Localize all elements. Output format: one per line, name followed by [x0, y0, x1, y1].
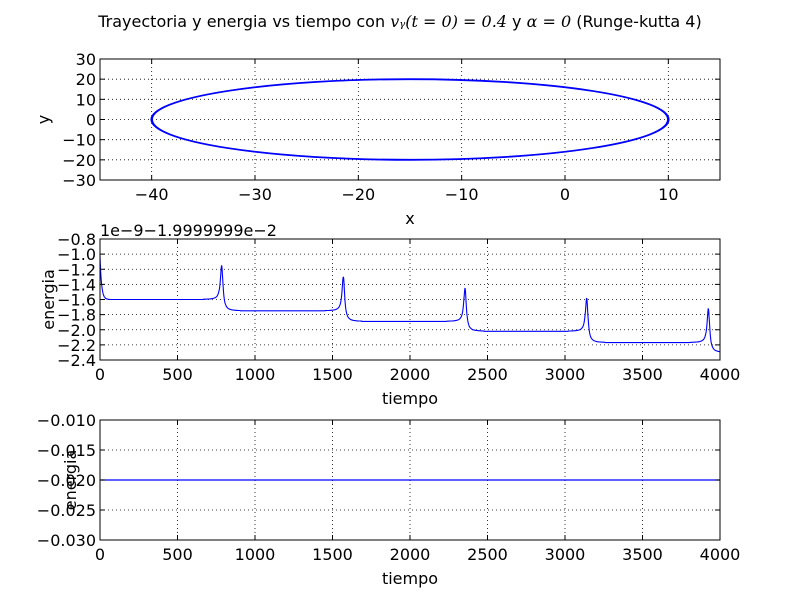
y-tick-label: −0.8	[57, 230, 96, 249]
y-tick-label: 20	[76, 70, 96, 89]
x-tick-label: 3500	[622, 365, 663, 384]
x-tick-label: −20	[341, 185, 375, 204]
y-axis-label: energia	[61, 450, 80, 511]
y-tick-label: −10	[62, 131, 96, 150]
x-tick-label: 2500	[467, 545, 508, 564]
y-tick-label: −2.0	[57, 321, 96, 340]
y-tick-label: 0	[86, 111, 96, 130]
y-tick-label: −0.025	[37, 501, 96, 520]
y-offset-text: 1e−9−1.9999999e−2	[100, 221, 277, 240]
energy-zoom-subplot: 0 500 1000 1500 2000 2500 3000 3500 4000 −2.4−2.2…	[39, 221, 740, 408]
x-tick-label: 1000	[235, 365, 276, 384]
y-tick-label: 10	[76, 90, 96, 109]
x-tick-label: 1500	[312, 545, 353, 564]
x-axis-label: tiempo	[382, 569, 438, 588]
x-tick-label: 2000	[390, 545, 431, 564]
x-tick-label: 1500	[312, 365, 353, 384]
x-tick-label: 3500	[622, 545, 663, 564]
x-tick-label: −30	[238, 185, 272, 204]
x-tick-label: 3000	[545, 545, 586, 564]
x-tick-label: 500	[162, 365, 193, 384]
x-tick-label: 2500	[467, 365, 508, 384]
x-axis-label: tiempo	[382, 389, 438, 408]
x-tick-label: 3000	[545, 365, 586, 384]
y-tick-label: −1.2	[57, 260, 96, 279]
x-tick-label: 500	[162, 545, 193, 564]
x-tick-label: 4000	[700, 365, 741, 384]
trajectory-line	[150, 78, 670, 161]
y-axis-label: y	[34, 115, 53, 124]
y-tick-label: −1.8	[57, 306, 96, 325]
figure-title: Trayectoria y energia vs tiempo con vᵧ(t…	[97, 12, 701, 31]
y-tick-label: −1.0	[57, 245, 96, 264]
energy-zoom-line	[100, 255, 720, 353]
x-tick-label: 1000	[235, 545, 276, 564]
y-tick-label: −2.4	[57, 351, 96, 370]
y-tick-label: 30	[76, 50, 96, 69]
x-tick-label: 0	[95, 365, 105, 384]
x-tick-label: 4000	[700, 545, 741, 564]
y-tick-label: −20	[62, 151, 96, 170]
x-tick-label: 10	[658, 185, 678, 204]
y-tick-label: −1.4	[57, 275, 96, 294]
y-tick-label: −0.010	[37, 411, 96, 430]
x-tick-label: −40	[135, 185, 169, 204]
y-axis-label: energia	[39, 269, 58, 330]
y-tick-label: −0.030	[37, 531, 96, 550]
x-tick-label: −10	[445, 185, 479, 204]
x-axis-label: x	[405, 209, 414, 228]
trajectory-line	[151, 78, 669, 161]
y-tick-label: −0.020	[37, 471, 96, 490]
x-tick-label: 0	[560, 185, 570, 204]
x-tick-label: 2000	[390, 365, 431, 384]
y-tick-label: −2.2	[57, 336, 96, 355]
y-tick-label: −30	[62, 171, 96, 190]
y-tick-label: −0.015	[37, 441, 96, 460]
energy-subplot: 0 500 1000 1500 2000 2500 3000 3500 4000 −0.030 −0…	[37, 411, 741, 588]
x-tick-label: 0	[95, 545, 105, 564]
y-tick-label: −1.6	[57, 291, 96, 310]
